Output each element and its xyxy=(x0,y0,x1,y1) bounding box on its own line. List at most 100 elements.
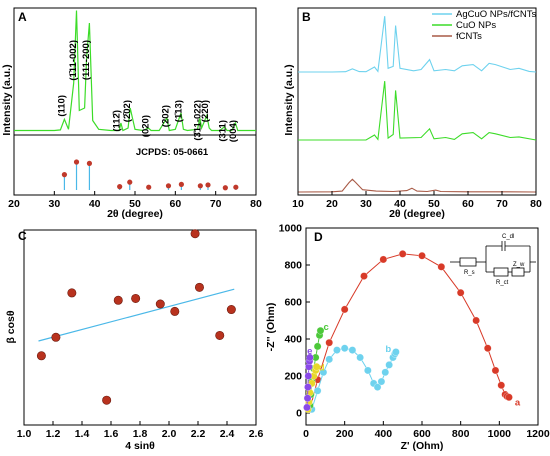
data-point xyxy=(303,394,312,402)
point-label-c: c xyxy=(324,322,329,333)
peak-annotation: (112̄) xyxy=(112,110,123,132)
panel-d-yticks: 0 200 400 600 800 1000 xyxy=(279,223,310,420)
panel-a-peak-annotations: (110) (1̄11-002) (111-200) (112̄) (2̄02) (020… xyxy=(56,40,238,142)
data-point xyxy=(51,332,61,342)
data-point xyxy=(306,353,314,362)
series-b xyxy=(308,344,400,414)
data-point xyxy=(170,306,180,316)
panel-a-xtick-label: 60 xyxy=(169,198,181,210)
data-point xyxy=(348,346,357,354)
data-point xyxy=(194,282,204,292)
panel-a-reference-lines xyxy=(61,159,239,191)
legend-entry: CuO NPs xyxy=(456,20,496,31)
panel-d-point-labels: a b c de xyxy=(307,322,521,409)
point-label-d: d xyxy=(319,362,325,373)
panel-c-xtick-label: 1.0 xyxy=(17,428,32,440)
series-line xyxy=(309,253,510,410)
panel-a-xtick-label: 40 xyxy=(89,198,101,210)
panel-c-xtick-label: 2.2 xyxy=(191,428,206,440)
data-point xyxy=(483,344,492,352)
data-point xyxy=(313,342,322,351)
panel-c-frame xyxy=(23,229,257,426)
data-point xyxy=(379,255,388,264)
equivalent-circuit-inset xyxy=(450,241,536,277)
panel-d-ytick-label: 800 xyxy=(284,260,302,272)
peak-annotation: (1̄11-002) xyxy=(68,40,79,81)
reference-marker xyxy=(127,179,133,185)
circuit-resistor-rs xyxy=(459,257,477,267)
panel-a: A Intensity (a.u.) 2θ (degree) JCPDS: 05… xyxy=(1,7,262,220)
data-point xyxy=(497,381,506,389)
data-point xyxy=(333,346,341,354)
panel-d-xtick-label: 200 xyxy=(336,428,354,440)
panel-b-xticks: 10 20 30 40 50 60 70 80 xyxy=(292,191,542,210)
panel-a-series-line xyxy=(14,10,256,132)
reference-marker xyxy=(178,181,184,187)
data-point xyxy=(356,353,364,362)
data-point xyxy=(456,288,465,297)
panel-d: D -Z'' (Ohm) Z' (Ohm) 02004006008001000 … xyxy=(265,223,550,453)
series-line-2 xyxy=(298,81,537,141)
panel-d-ylabel: -Z'' (Ohm) xyxy=(265,303,277,352)
reference-marker xyxy=(222,185,228,191)
panel-d-ytick-label: 600 xyxy=(284,297,302,309)
panel-d-xtick-label: 600 xyxy=(413,428,431,440)
reference-marker xyxy=(197,183,203,189)
reference-marker xyxy=(205,182,211,188)
panel-a-frame xyxy=(13,7,257,196)
data-point xyxy=(437,263,446,271)
panel-a-xtick-label: 50 xyxy=(129,198,141,210)
panel-c-xtick-label: 2.4 xyxy=(220,428,235,440)
legend-entry: fCNTs xyxy=(456,31,482,42)
panel-d-ytick-label: 400 xyxy=(284,334,302,346)
panel-c-xtick-label: 1.6 xyxy=(104,428,119,440)
panel-d-ytick-label: 0 xyxy=(296,408,302,420)
peak-annotation: (1̄13) xyxy=(173,100,184,122)
panel-b-xtick-label: 20 xyxy=(326,198,338,210)
panel-b-ylabel: Intensity (a.u.) xyxy=(283,64,295,135)
panel-b-xtick-label: 80 xyxy=(530,198,542,210)
data-point xyxy=(325,338,333,347)
panel-b-xtick-label: 70 xyxy=(496,198,508,210)
circuit-resistor-rct xyxy=(493,267,509,277)
data-point xyxy=(364,366,372,375)
panel-a-xticks: 20 30 40 50 60 70 80 xyxy=(8,191,262,210)
reference-marker xyxy=(233,184,239,190)
panel-b: B Intensity (a.u.) 2θ (degree) 10 20 30 40 5… xyxy=(283,7,542,220)
data-point xyxy=(392,348,400,356)
panel-b-frame xyxy=(297,7,537,196)
panel-a-jcpds-label: JCPDS: 05-0661 xyxy=(136,147,209,158)
legend-entry: AgCuO NPs/fCNTs xyxy=(456,9,536,20)
panel-d-xtick-label: 400 xyxy=(375,428,393,440)
panel-d-xtick-label: 0 xyxy=(303,428,309,440)
panel-c-points xyxy=(36,229,236,405)
data-point xyxy=(215,330,225,340)
data-point xyxy=(67,288,77,298)
peak-annotation: (3̄11-022) xyxy=(192,100,203,141)
series-line-3 xyxy=(297,178,537,193)
point-label-b: b xyxy=(385,344,391,355)
panel-d-xlabel: Z' (Ohm) xyxy=(401,440,444,452)
panel-c-xtick-label: 1.4 xyxy=(75,428,90,440)
panel-c-xtick-label: 2.6 xyxy=(249,428,264,440)
panel-c-label: C xyxy=(18,229,27,243)
panel-a-xtick-label: 80 xyxy=(250,198,262,210)
data-point xyxy=(325,355,333,364)
data-point xyxy=(304,383,312,391)
data-point xyxy=(155,299,165,309)
data-point xyxy=(360,272,368,280)
circuit-label-cdl: C_dl xyxy=(502,234,514,240)
data-point xyxy=(304,372,313,380)
panel-d-label: D xyxy=(314,230,323,244)
series-line-1 xyxy=(298,16,537,73)
panel-b-xlabel: 2θ (degree) xyxy=(389,208,445,220)
point-label-a: a xyxy=(515,398,521,409)
panel-a-ylabel: Intensity (a.u.) xyxy=(1,64,13,135)
peak-annotation: (111-200) xyxy=(81,40,92,80)
data-point xyxy=(472,316,480,325)
panel-d-xticks: 0 200 400 600 800 1000 1200 xyxy=(303,421,550,440)
reference-marker xyxy=(146,184,152,190)
peak-annotation: (202) xyxy=(160,105,171,127)
panel-a-xtick-label: 70 xyxy=(210,198,222,210)
peak-annotation: (110) xyxy=(56,95,67,117)
